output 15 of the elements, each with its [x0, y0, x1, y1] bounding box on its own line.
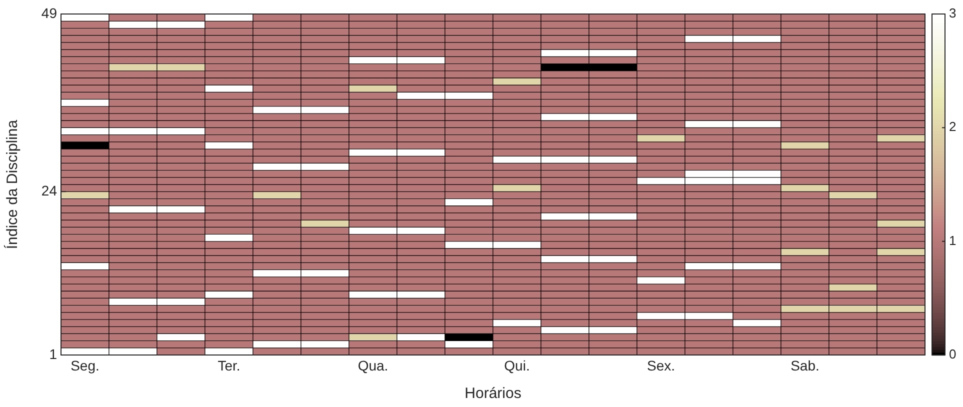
x-tick-label: Qua.: [358, 357, 388, 374]
x-tick-label: Seg.: [70, 357, 100, 374]
color-bar-label: 3: [949, 6, 956, 21]
color-bar-label: 2: [949, 119, 956, 134]
y-axis-title: Índice da Disciplina: [3, 119, 22, 250]
color-bar-label: 0: [949, 346, 956, 362]
color-bar-label: 1: [949, 232, 956, 248]
y-tick-label: 24: [41, 182, 58, 198]
y-tick-label: 1: [49, 346, 58, 362]
x-tick-label: Qui.: [504, 357, 530, 374]
x-tick-label: Ter.: [218, 357, 240, 374]
x-tick-label: Sex.: [646, 357, 676, 374]
x-axis-title: Horários: [464, 385, 522, 402]
y-tick-label: 49: [41, 4, 58, 21]
x-tick-label: Sab.: [790, 357, 820, 374]
